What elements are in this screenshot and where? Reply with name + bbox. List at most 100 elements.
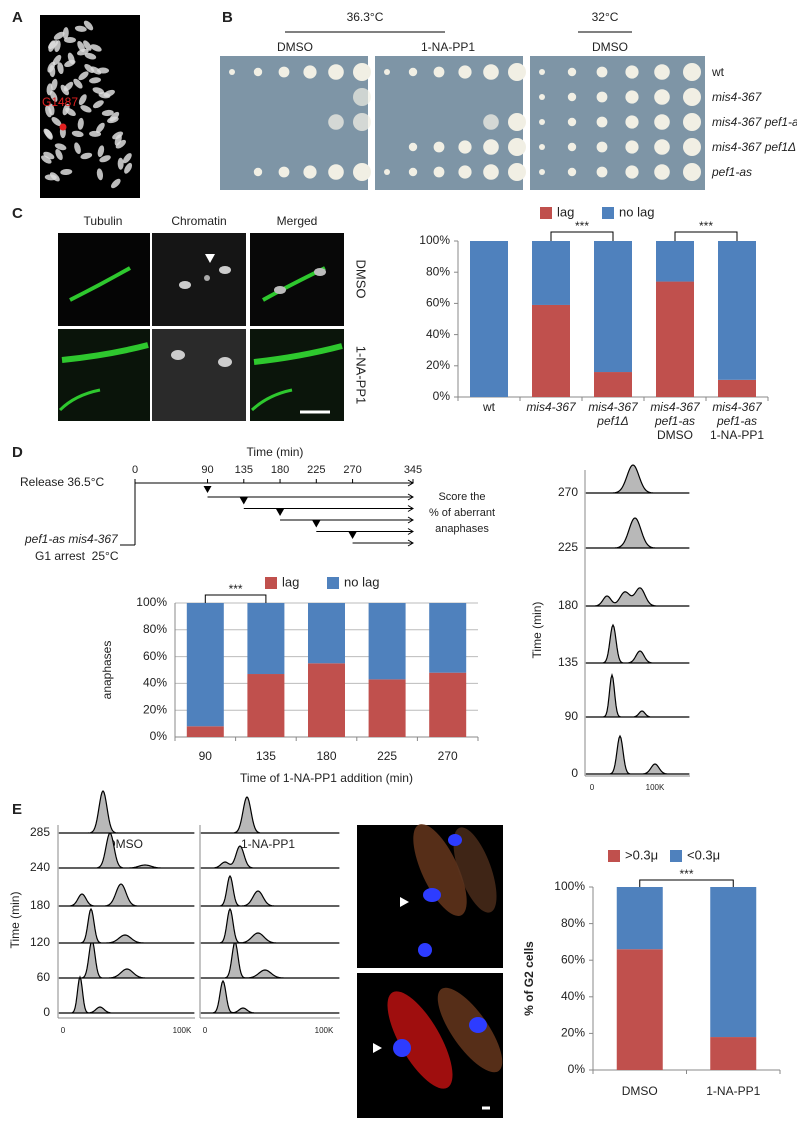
helix [92,100,104,109]
spot [353,113,371,131]
histogram [59,975,194,1014]
bar [656,281,694,397]
strain-label: pef1-as mis4-367 [24,532,119,546]
flow-y-label: 135 [558,655,578,669]
spot [596,91,608,103]
arrow-head [407,493,414,501]
helix [117,157,124,170]
helix [89,77,101,84]
y-tick-label: 20% [143,702,167,716]
treatment: DMSO [277,40,313,54]
helix [92,87,105,95]
y-tick-label: 40% [426,327,450,341]
spot [654,89,670,105]
flow-x-label: 100K [173,1026,192,1035]
y-tick-label: 80% [426,264,450,278]
helix [89,130,102,137]
helix [122,153,132,164]
strain: mis4-367 [712,90,763,104]
helix [111,178,121,189]
plate [530,56,705,190]
spot [567,67,577,77]
helix [115,139,126,149]
y-tick-label: 0% [433,389,451,403]
timeline-title: Time (min) [247,445,304,459]
helix [64,37,76,43]
y-tick-label: 20% [561,1026,585,1040]
helix [83,20,94,31]
significance-bracket [204,594,267,603]
histogram [201,874,339,907]
flow-y-label: 240 [30,860,50,874]
spot [458,140,472,154]
spot [408,142,418,152]
legend-swatch [540,207,552,219]
flow-y-label: 60 [37,970,51,984]
significance-bracket [674,231,738,241]
helix [74,25,87,32]
spot [596,116,608,128]
bar [616,887,663,950]
addition-marker [239,497,248,505]
helix [97,145,105,158]
bar [247,674,285,737]
structure-render [41,20,133,189]
histogram [201,907,339,944]
bar [532,241,570,305]
treatment: 1-NA-PP1 [241,837,295,851]
y-tick-label: 100% [554,879,585,893]
y-tick-label: 0% [150,729,168,743]
spot [596,166,608,178]
x-tick-label: DMSO [622,1084,658,1098]
spot [253,67,263,77]
score-text: anaphases [435,523,489,535]
x-tick-label: 1-NA-PP1 [706,1084,760,1098]
helix [62,27,69,40]
x-tick-label: DMSO [657,428,693,442]
treatment: DMSO [107,837,143,851]
helix [44,129,53,140]
legend-label: no lag [344,574,379,589]
treatment: DMSO [592,40,628,54]
spot [683,138,701,156]
histogram [59,832,194,869]
addition-marker [348,532,357,539]
bar [594,241,632,373]
spot [567,117,577,127]
bar [308,663,345,737]
spot [539,169,545,175]
addition-marker [312,520,321,528]
helix [67,52,75,65]
bar [429,672,467,737]
arrest-label: G1 arrest 25°C [35,549,119,563]
flow-y-label: 0 [571,766,578,780]
panel-label: C [12,205,23,222]
temperature: 32°C [592,10,619,24]
spot [625,65,639,79]
x-tick-label: pef1-as [716,414,757,428]
residue-label: G1487 [42,95,78,109]
spot [408,67,418,77]
flow-x-label: 0 [590,783,595,792]
helix [54,40,61,53]
y-tick-label: 20% [426,358,450,372]
timeline-tick: 180 [271,464,289,476]
spot [384,169,390,175]
helix [80,105,92,113]
helix [96,168,104,181]
legend-label: lag [282,574,299,589]
histogram [201,979,339,1014]
flow-x-label: 100K [315,1026,334,1035]
bar [532,304,570,397]
spot [433,141,445,153]
helix [84,64,95,74]
spot [654,64,670,80]
helix [55,148,63,161]
bar [368,679,406,737]
bar [710,887,757,1038]
legend-swatch [602,207,614,219]
spot [353,88,371,106]
legend-swatch [265,577,277,589]
timeline-tick: 345 [404,464,422,476]
spot [458,165,472,179]
